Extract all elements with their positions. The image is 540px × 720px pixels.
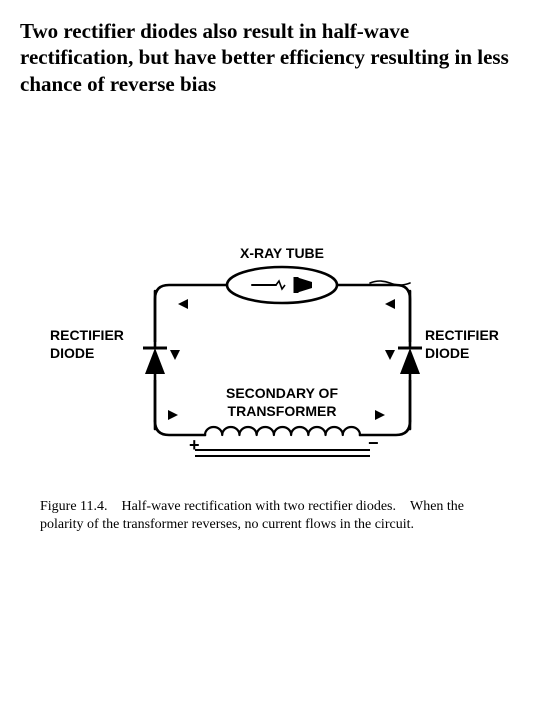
circuit-diagram: X-RAY TUBE RECTIFIER DIODE RECTIFIER DIODE SE… (40, 240, 500, 480)
svg-text:−: − (368, 433, 379, 453)
svg-text:DIODE: DIODE (425, 345, 469, 361)
svg-text:X-RAY TUBE: X-RAY TUBE (240, 245, 324, 261)
svg-text:SECONDARY OF: SECONDARY OF (226, 385, 338, 401)
intro-paragraph: Two rectifier diodes also result in half… (20, 18, 520, 97)
figure: X-RAY TUBE RECTIFIER DIODE RECTIFIER DIODE SE… (40, 240, 500, 533)
svg-text:DIODE: DIODE (50, 345, 94, 361)
svg-text:TRANSFORMER: TRANSFORMER (228, 403, 337, 419)
figure-caption: Figure 11.4. Half-wave rectification wit… (40, 498, 500, 533)
svg-text:RECTIFIER: RECTIFIER (425, 327, 499, 343)
svg-text:RECTIFIER: RECTIFIER (50, 327, 124, 343)
svg-text:+: + (189, 435, 200, 455)
